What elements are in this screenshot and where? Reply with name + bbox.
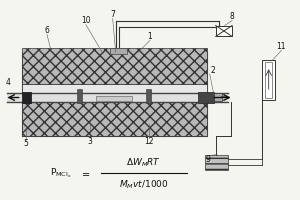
Text: 8: 8	[230, 12, 235, 21]
Bar	[146, 89, 151, 103]
Bar	[96, 96, 132, 101]
Text: 5: 5	[24, 139, 28, 148]
Text: $M_M vt/1000$: $M_M vt/1000$	[119, 178, 169, 191]
Text: $\mathrm{P_{MCl_x}}$: $\mathrm{P_{MCl_x}}$	[50, 167, 71, 180]
Text: 4: 4	[6, 78, 10, 87]
Bar	[262, 60, 275, 100]
Bar	[22, 84, 207, 100]
Text: 1: 1	[148, 32, 152, 41]
Text: $=$: $=$	[80, 168, 91, 178]
Bar	[214, 93, 222, 101]
Bar	[110, 48, 127, 54]
Text: $\Delta W_M RT$: $\Delta W_M RT$	[127, 156, 162, 169]
Text: 12: 12	[144, 137, 153, 146]
Text: 7: 7	[110, 10, 115, 19]
Text: 9: 9	[206, 155, 211, 164]
Text: 2: 2	[210, 66, 215, 75]
Bar	[198, 92, 214, 103]
Text: 11: 11	[277, 42, 286, 51]
Bar	[7, 93, 228, 102]
Bar	[22, 100, 207, 136]
Text: 6: 6	[44, 26, 50, 35]
Bar	[216, 26, 232, 36]
Bar	[205, 155, 228, 170]
Bar	[22, 52, 207, 136]
Bar	[22, 92, 31, 103]
Bar	[22, 48, 207, 84]
Bar	[265, 62, 272, 98]
Text: 3: 3	[88, 137, 93, 146]
Bar	[77, 89, 82, 103]
Text: 10: 10	[81, 16, 91, 25]
